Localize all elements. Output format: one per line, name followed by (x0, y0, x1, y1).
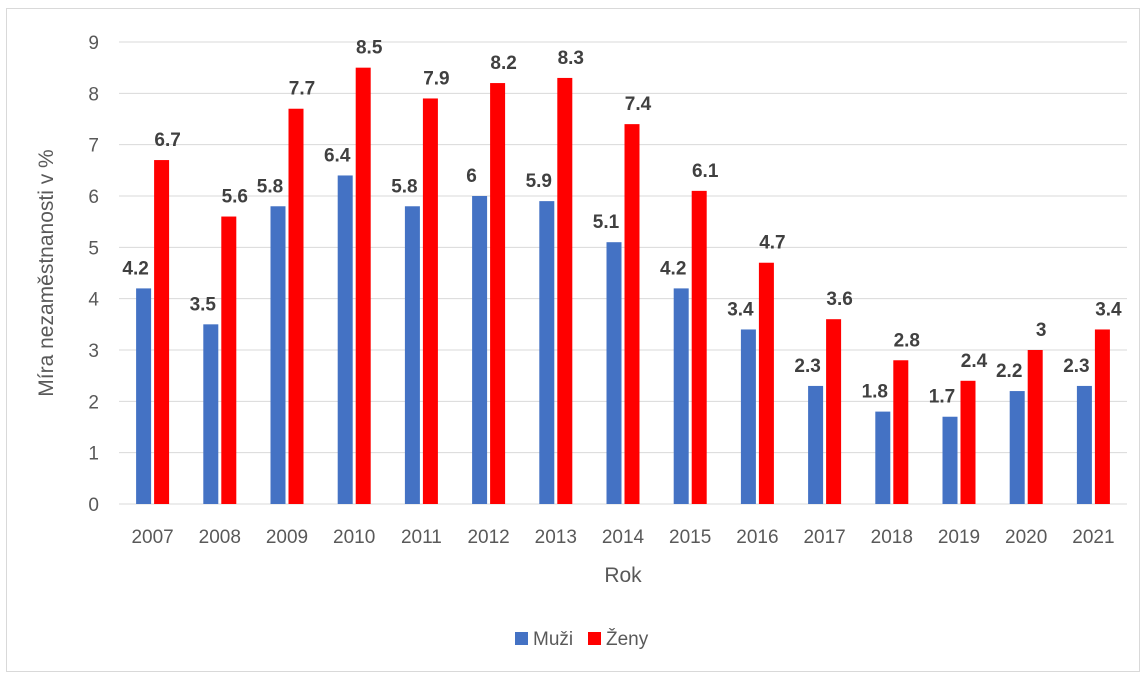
bar-muži (539, 201, 555, 504)
x-tick-label: 2008 (199, 527, 241, 548)
y-tick-label: 9 (88, 33, 99, 54)
bar-ženy (154, 160, 170, 505)
bar-muži (472, 196, 488, 504)
bar-ženy (288, 108, 304, 504)
bar-ženy (691, 190, 707, 504)
y-tick-label: 5 (88, 238, 99, 259)
bar-muži (673, 288, 689, 504)
data-label: 3.4 (727, 299, 754, 320)
legend: Muži Ženy (515, 628, 649, 650)
bars (136, 67, 1110, 505)
bar-ženy (422, 98, 438, 504)
data-label: 4.7 (759, 233, 785, 254)
data-label: 3.6 (826, 289, 852, 310)
data-label: 1.8 (862, 382, 888, 403)
data-label: 8.2 (490, 53, 516, 74)
x-tick-label: 2016 (736, 527, 778, 548)
data-label: 5.6 (222, 187, 248, 208)
data-label: 4.2 (660, 258, 686, 279)
bar-chart: 0 1 2 3 4 5 6 7 8 9 4.2 6.7 3.5 5.6 5.8 7.7 6.4 8.5 5.8 7.… (35, 33, 1127, 650)
y-axis-ticks: 0 1 2 3 4 5 6 7 8 9 (88, 33, 99, 516)
bar-ženy (758, 262, 774, 504)
x-tick-label: 2020 (1005, 527, 1047, 548)
data-labels: 4.2 6.7 3.5 5.6 5.8 7.7 6.4 8.5 5.8 7.9 6 8.2 5.9 8.3… (122, 38, 1122, 408)
bar-ženy (355, 67, 371, 504)
bar-muži (203, 324, 219, 504)
bar-muži (270, 206, 286, 504)
bar-ženy (1094, 329, 1110, 504)
x-tick-label: 2021 (1072, 527, 1114, 548)
x-tick-label: 2007 (131, 527, 173, 548)
data-label: 7.9 (423, 68, 449, 89)
data-label: 2.8 (894, 330, 920, 351)
x-tick-label: 2019 (938, 527, 980, 548)
bar-ženy (490, 83, 506, 505)
bar-muži (606, 242, 622, 504)
data-label: 4.2 (122, 258, 148, 279)
x-axis-title: Rok (604, 564, 642, 587)
x-tick-label: 2010 (333, 527, 375, 548)
x-tick-label: 2017 (803, 527, 845, 548)
bar-muži (942, 416, 958, 504)
bar-muži (808, 385, 824, 504)
data-label: 1.7 (929, 387, 955, 408)
x-tick-label: 2011 (401, 527, 442, 548)
x-tick-label: 2015 (669, 527, 711, 548)
bar-ženy (221, 216, 237, 505)
data-label: 2.3 (1063, 356, 1089, 377)
data-label: 3.5 (190, 294, 217, 315)
data-label: 3.4 (1095, 299, 1122, 320)
bar-ženy (826, 319, 842, 504)
data-label: 2.3 (794, 356, 820, 377)
bar-ženy (624, 124, 640, 504)
data-label: 8.3 (558, 48, 584, 69)
y-tick-label: 6 (88, 187, 99, 208)
bar-ženy (960, 380, 976, 504)
x-tick-label: 2014 (602, 527, 645, 548)
bar-muži (875, 411, 891, 504)
legend-swatch-muži (515, 632, 528, 645)
bar-ženy (893, 360, 909, 504)
chart-frame: 0 1 2 3 4 5 6 7 8 9 4.2 6.7 3.5 5.6 5.8 7.7 6.4 8.5 5.8 7.… (6, 8, 1140, 672)
x-axis-ticks: 2007 2008 2009 2010 2011 2012 2013 2014 2015 2016… (131, 527, 1114, 548)
y-axis-title: Míra nezaměstnanosti v % (35, 149, 58, 396)
data-label: 7.7 (289, 79, 315, 100)
y-tick-label: 2 (88, 392, 99, 413)
x-tick-label: 2012 (467, 527, 509, 548)
bar-muži (404, 206, 420, 504)
data-label: 2.2 (996, 361, 1022, 382)
bar-muži (740, 329, 756, 504)
data-label: 2.4 (961, 351, 988, 372)
y-tick-label: 3 (88, 341, 99, 362)
legend-swatch-ženy (588, 632, 601, 645)
x-tick-label: 2009 (266, 527, 308, 548)
bar-ženy (1027, 350, 1043, 504)
legend-label: Ženy (606, 628, 649, 650)
data-label: 6.1 (692, 161, 719, 182)
bar-muži (1009, 391, 1025, 504)
data-label: 5.9 (526, 171, 552, 192)
x-tick-label: 2013 (535, 527, 577, 548)
bar-muži (1076, 385, 1092, 504)
data-label: 3 (1036, 320, 1047, 341)
bar-ženy (557, 77, 573, 504)
bar-muži (337, 175, 353, 504)
data-label: 6 (466, 166, 477, 187)
legend-label: Muži (533, 629, 573, 650)
y-tick-label: 4 (88, 290, 99, 311)
data-label: 6.4 (324, 145, 351, 166)
x-tick-label: 2018 (871, 527, 913, 548)
data-label: 5.8 (257, 176, 283, 197)
y-tick-label: 7 (88, 136, 99, 157)
y-tick-label: 8 (88, 84, 99, 105)
data-label: 6.7 (154, 130, 180, 151)
gridlines (119, 41, 1127, 505)
data-label: 8.5 (356, 38, 383, 59)
data-label: 5.8 (391, 176, 417, 197)
data-label: 5.1 (593, 212, 620, 233)
y-tick-label: 0 (88, 495, 99, 516)
data-label: 7.4 (625, 94, 652, 115)
bar-muži (136, 288, 152, 504)
y-tick-label: 1 (88, 444, 99, 465)
